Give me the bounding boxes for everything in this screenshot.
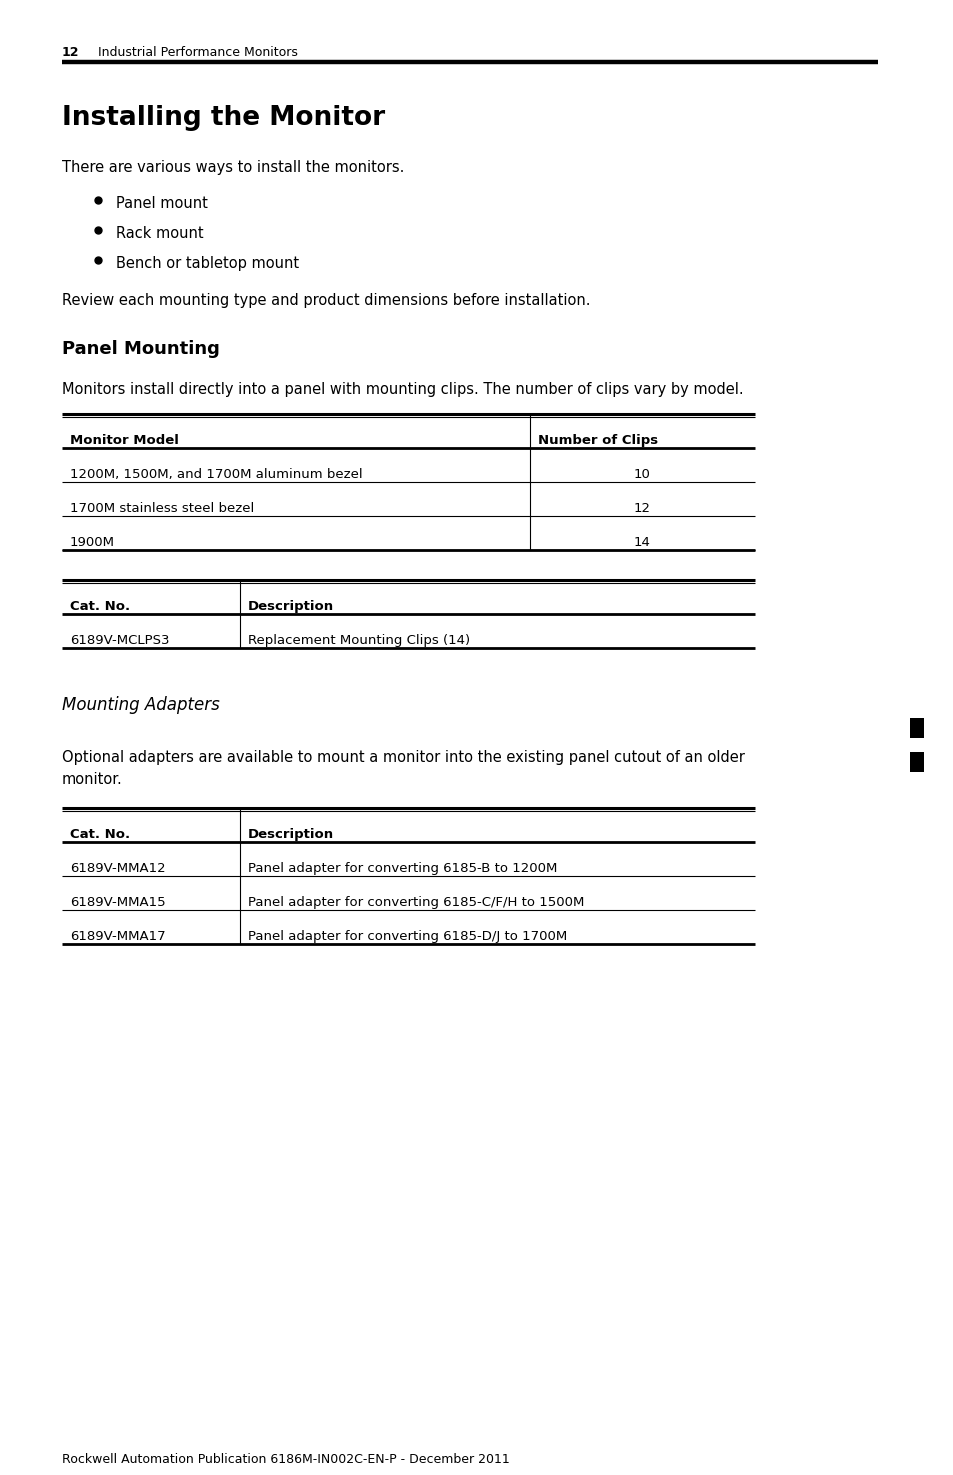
- Text: Panel Mounting: Panel Mounting: [62, 341, 219, 358]
- Text: 12: 12: [62, 46, 79, 59]
- Text: Industrial Performance Monitors: Industrial Performance Monitors: [98, 46, 297, 59]
- Text: Rack mount: Rack mount: [116, 226, 203, 240]
- Text: Bench or tabletop mount: Bench or tabletop mount: [116, 257, 299, 271]
- Text: Description: Description: [248, 600, 334, 614]
- Text: monitor.: monitor.: [62, 771, 123, 788]
- Text: 1200M, 1500M, and 1700M aluminum bezel: 1200M, 1500M, and 1700M aluminum bezel: [70, 468, 362, 481]
- Text: Review each mounting type and product dimensions before installation.: Review each mounting type and product di…: [62, 294, 590, 308]
- Bar: [909, 718, 923, 738]
- Text: Panel mount: Panel mount: [116, 196, 208, 211]
- Text: 10: 10: [634, 468, 650, 481]
- Text: 6189V-MMA12: 6189V-MMA12: [70, 861, 166, 875]
- Text: Number of Clips: Number of Clips: [537, 434, 658, 447]
- Text: Panel adapter for converting 6185-C/F/H to 1500M: Panel adapter for converting 6185-C/F/H …: [248, 895, 584, 909]
- Text: 6189V-MMA17: 6189V-MMA17: [70, 931, 166, 943]
- Text: Panel adapter for converting 6185-D/J to 1700M: Panel adapter for converting 6185-D/J to…: [248, 931, 567, 943]
- Text: Cat. No.: Cat. No.: [70, 600, 130, 614]
- Text: Installing the Monitor: Installing the Monitor: [62, 105, 385, 131]
- Text: 6189V-MMA15: 6189V-MMA15: [70, 895, 166, 909]
- Text: 1700M stainless steel bezel: 1700M stainless steel bezel: [70, 502, 254, 515]
- Text: Description: Description: [248, 827, 334, 841]
- Text: Mounting Adapters: Mounting Adapters: [62, 696, 219, 714]
- Text: 1900M: 1900M: [70, 535, 115, 549]
- Text: 12: 12: [634, 502, 650, 515]
- Text: Panel adapter for converting 6185-B to 1200M: Panel adapter for converting 6185-B to 1…: [248, 861, 557, 875]
- Text: Monitors install directly into a panel with mounting clips. The number of clips : Monitors install directly into a panel w…: [62, 382, 742, 397]
- Text: Replacement Mounting Clips (14): Replacement Mounting Clips (14): [248, 634, 470, 648]
- Text: 14: 14: [634, 535, 650, 549]
- Text: Cat. No.: Cat. No.: [70, 827, 130, 841]
- Text: Monitor Model: Monitor Model: [70, 434, 179, 447]
- Text: Optional adapters are available to mount a monitor into the existing panel cutou: Optional adapters are available to mount…: [62, 749, 744, 766]
- Text: Rockwell Automation Publication 6186M-IN002C-EN-P - December 2011: Rockwell Automation Publication 6186M-IN…: [62, 1453, 509, 1466]
- Bar: [909, 752, 923, 771]
- Text: There are various ways to install the monitors.: There are various ways to install the mo…: [62, 159, 404, 176]
- Text: 6189V-MCLPS3: 6189V-MCLPS3: [70, 634, 170, 648]
